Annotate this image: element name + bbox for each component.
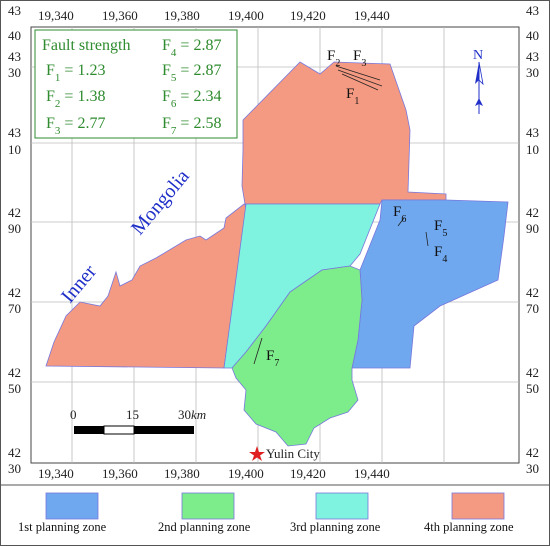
svg-text:43: 43 bbox=[526, 3, 539, 18]
legend-label-zone-4: 4th planning zone bbox=[424, 520, 514, 534]
fault-label-f7: 7 bbox=[274, 358, 279, 369]
svg-text:19,400: 19,400 bbox=[228, 8, 264, 23]
fault-label-f3: 3 bbox=[361, 58, 366, 69]
svg-text:19,420: 19,420 bbox=[290, 8, 326, 23]
svg-text:30: 30 bbox=[526, 65, 539, 80]
strength-row-f4: F4 = 2.87 bbox=[162, 37, 221, 59]
svg-text:42: 42 bbox=[8, 205, 21, 220]
svg-text:30: 30 bbox=[526, 461, 539, 476]
svg-text:30: 30 bbox=[8, 65, 21, 80]
svg-text:F2: F2 bbox=[327, 48, 340, 69]
svg-text:42: 42 bbox=[526, 365, 539, 380]
svg-text:90: 90 bbox=[8, 221, 21, 236]
scale-label-0: 0 bbox=[70, 407, 77, 422]
svg-text:19,420: 19,420 bbox=[290, 466, 326, 481]
fault-f2-line bbox=[335, 65, 381, 81]
svg-text:43: 43 bbox=[8, 3, 21, 18]
fault-label-f4: 4 bbox=[442, 254, 447, 265]
svg-text:50: 50 bbox=[8, 381, 21, 396]
svg-text:70: 70 bbox=[8, 301, 21, 316]
svg-text:42: 42 bbox=[8, 445, 21, 460]
fault-f6-line bbox=[397, 217, 405, 227]
strength-row-f5: F5 = 2.87 bbox=[162, 62, 221, 84]
fault-strength-box: Fault strength F4 = 2.87 F1 = 1.23 F5 = … bbox=[34, 29, 238, 139]
svg-text:19,360: 19,360 bbox=[102, 8, 138, 23]
svg-text:F7: F7 bbox=[266, 348, 279, 369]
legend-swatch-zone-4 bbox=[451, 492, 505, 520]
svg-text:19,400: 19,400 bbox=[228, 466, 264, 481]
fault-labels: F2 F3 F1 F6 F5 F4 F7 bbox=[266, 48, 447, 369]
svg-text:F4: F4 bbox=[434, 244, 447, 265]
fault-label-f1: 1 bbox=[354, 96, 359, 107]
svg-text:19,380: 19,380 bbox=[164, 8, 200, 23]
legend-swatch-zone-3 bbox=[315, 492, 369, 520]
svg-text:10: 10 bbox=[8, 142, 21, 157]
svg-text:F5: F5 bbox=[434, 218, 447, 239]
fault-f3-line bbox=[337, 69, 383, 87]
scale-label-15: 15 bbox=[126, 407, 139, 422]
zone-4-polygon bbox=[45, 61, 447, 369]
bottom-axis-ticks: 19,340 19,360 19,380 19,400 19,420 19,44… bbox=[38, 466, 390, 481]
svg-text:42: 42 bbox=[526, 205, 539, 220]
scale-label-30: 30km bbox=[178, 407, 206, 422]
legend: 1st planning zone 2nd planning zone 3rd … bbox=[18, 492, 514, 534]
svg-text:19,440: 19,440 bbox=[354, 8, 390, 23]
legend-label-zone-2: 2nd planning zone bbox=[158, 520, 251, 534]
strength-row-f3: F3 = 2.77 bbox=[46, 115, 105, 137]
fault-label-f6: 6 bbox=[401, 214, 406, 225]
north-arrow-icon bbox=[475, 62, 479, 84]
north-label: N bbox=[473, 48, 483, 63]
svg-text:42: 42 bbox=[526, 445, 539, 460]
north-arrow: N bbox=[473, 48, 484, 114]
svg-text:F3: F3 bbox=[353, 48, 366, 69]
fault-label-f5: 5 bbox=[442, 228, 447, 239]
city-label: Yulin City bbox=[266, 446, 320, 461]
right-axis-ticks: 43 40 43 30 43 10 42 90 42 70 42 50 42 3… bbox=[526, 3, 539, 476]
legend-swatch-zone-1 bbox=[45, 492, 99, 520]
svg-text:19,340: 19,340 bbox=[38, 8, 74, 23]
svg-text:30: 30 bbox=[8, 461, 21, 476]
svg-text:43: 43 bbox=[8, 125, 21, 140]
svg-text:19,360: 19,360 bbox=[102, 466, 138, 481]
star-icon bbox=[249, 446, 265, 461]
svg-text:40: 40 bbox=[526, 28, 539, 43]
strength-row-f2: F2 = 1.38 bbox=[46, 88, 105, 110]
strength-row-f1: F1 = 1.23 bbox=[46, 62, 105, 84]
legend-label-zone-3: 3rd planning zone bbox=[290, 520, 381, 534]
strength-row-f6: F6 = 2.34 bbox=[162, 88, 221, 110]
svg-text:F1: F1 bbox=[346, 86, 359, 107]
yulin-city-marker: Yulin City bbox=[249, 446, 320, 461]
zone-1-polygon bbox=[351, 199, 509, 369]
scale-bar: 0 15 30km bbox=[70, 407, 206, 435]
fault-label-f2: 2 bbox=[335, 58, 340, 69]
legend-label-zone-1: 1st planning zone bbox=[18, 520, 107, 534]
svg-text:19,340: 19,340 bbox=[38, 466, 74, 481]
svg-text:F6: F6 bbox=[393, 204, 406, 225]
fault-lines bbox=[253, 65, 429, 365]
svg-text:50: 50 bbox=[526, 381, 539, 396]
legend-swatch-zone-2 bbox=[181, 492, 235, 520]
strength-title: Fault strength bbox=[42, 37, 130, 54]
svg-text:40: 40 bbox=[8, 28, 21, 43]
fault-f7-line bbox=[253, 337, 263, 365]
svg-text:43: 43 bbox=[8, 49, 21, 64]
svg-text:10: 10 bbox=[526, 142, 539, 157]
fault-f5-line bbox=[425, 231, 429, 247]
svg-text:43: 43 bbox=[526, 125, 539, 140]
svg-text:19,380: 19,380 bbox=[164, 466, 200, 481]
top-axis-ticks: 19,340 19,360 19,380 19,400 19,420 19,44… bbox=[38, 8, 390, 23]
zone-2-polygon bbox=[231, 265, 363, 447]
left-axis-ticks: 43 40 43 30 43 10 42 90 42 70 42 50 42 3… bbox=[8, 3, 21, 476]
svg-text:90: 90 bbox=[526, 221, 539, 236]
strength-row-f7: F7 = 2.58 bbox=[162, 115, 221, 137]
svg-text:19,440: 19,440 bbox=[354, 466, 390, 481]
svg-text:42: 42 bbox=[526, 285, 539, 300]
svg-text:42: 42 bbox=[8, 365, 21, 380]
svg-text:43: 43 bbox=[526, 49, 539, 64]
svg-text:70: 70 bbox=[526, 301, 539, 316]
fault-f1-line bbox=[341, 73, 379, 91]
svg-text:42: 42 bbox=[8, 285, 21, 300]
